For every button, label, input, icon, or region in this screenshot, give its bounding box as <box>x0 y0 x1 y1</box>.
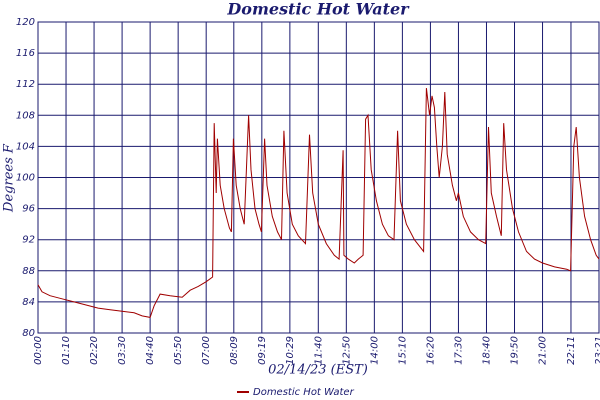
y-tick-label: 92 <box>22 235 35 246</box>
x-tick-label: 21:00 <box>538 336 549 365</box>
y-axis-label: Degrees F <box>2 143 17 213</box>
x-tick-label: 11:40 <box>313 336 324 365</box>
chart-title: Domestic Hot Water <box>226 0 410 19</box>
y-tick-label: 80 <box>22 328 35 339</box>
y-tick-label: 96 <box>22 204 35 215</box>
x-tick-label: 00:00 <box>33 336 44 365</box>
x-tick-label: 12:50 <box>341 336 352 365</box>
x-tick-label: 10:29 <box>285 336 296 365</box>
x-tick-label: 07:00 <box>201 336 212 365</box>
x-tick-label: 05:50 <box>173 336 184 365</box>
x-tick-label: 09:19 <box>257 336 268 365</box>
x-tick-label: 18:40 <box>481 336 492 365</box>
y-tick-label: 104 <box>16 141 35 152</box>
y-tick-label: 116 <box>16 48 35 59</box>
y-tick-label: 100 <box>16 173 35 184</box>
y-tick-label: 88 <box>22 266 35 277</box>
plot-border <box>37 21 600 334</box>
y-tick-label: 108 <box>16 110 35 121</box>
y-tick-label: 120 <box>16 17 35 28</box>
y-tick-label: 84 <box>22 297 35 308</box>
x-axis-label: 02/14/23 (EST) <box>268 363 368 378</box>
x-tick-label: 23:21 <box>594 336 600 365</box>
x-tick-label: 16:20 <box>425 336 436 365</box>
legend-label: Domestic Hot Water <box>253 387 355 398</box>
x-tick-label: 19:50 <box>510 336 521 365</box>
x-tick-label: 17:30 <box>453 336 464 365</box>
x-tick-label: 01:10 <box>61 336 72 365</box>
x-tick-label: 14:00 <box>369 336 380 365</box>
y-tick-label: 112 <box>16 79 35 90</box>
x-tick-label: 04:40 <box>145 336 156 365</box>
x-tick-label: 22:11 <box>566 336 577 365</box>
x-tick-label: 08:09 <box>229 336 240 365</box>
data-line <box>37 88 600 318</box>
x-tick-label: 02:20 <box>89 336 100 365</box>
x-tick-label: 15:10 <box>397 336 408 365</box>
x-tick-label: 03:30 <box>117 336 128 365</box>
